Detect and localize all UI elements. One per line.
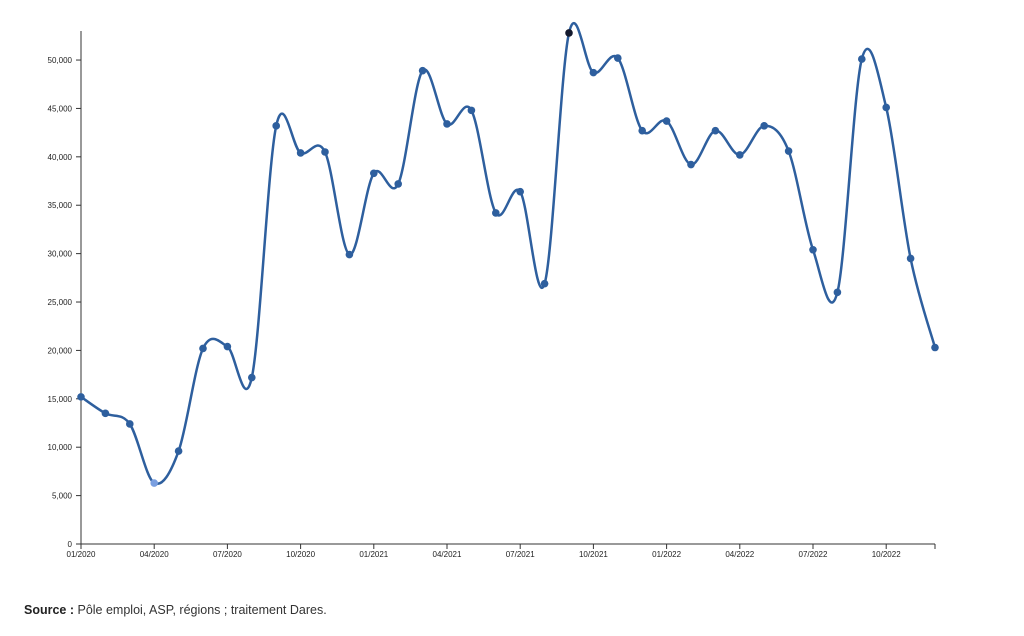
data-point: [443, 120, 451, 128]
data-point: [101, 409, 110, 418]
data-point: [492, 209, 500, 217]
y-tick-label: 10,000: [48, 443, 73, 452]
data-point: [199, 344, 207, 353]
data-point: [711, 126, 720, 135]
data-point: [516, 187, 524, 196]
x-tick-label: 01/2020: [67, 550, 96, 559]
data-point: [223, 342, 232, 351]
x-tick-label: 10/2022: [872, 550, 901, 559]
x-axis: 01/2020 04/2020 07/2020 10/2020 01/2021 04/20…: [67, 543, 936, 559]
source-note: Source : Pôle emploi, ASP, régions ; tra…: [24, 603, 327, 617]
y-tick-label: 25,000: [48, 298, 73, 307]
data-point: [150, 479, 158, 487]
x-tick-label: 10/2021: [579, 550, 608, 559]
x-tick-label: 07/2020: [213, 550, 242, 559]
data-point: [809, 245, 817, 254]
data-point: [418, 66, 427, 75]
data-point: [931, 343, 939, 352]
source-text: Pôle emploi, ASP, régions ; traitement D…: [74, 603, 327, 617]
x-tick-label: 07/2021: [506, 550, 535, 559]
x-tick-label: 07/2022: [799, 550, 828, 559]
y-tick-label: 35,000: [48, 201, 73, 210]
y-tick-label: 40,000: [48, 153, 73, 162]
data-point: [858, 55, 866, 63]
data-point: [687, 160, 695, 169]
data-point: [565, 29, 573, 37]
data-point: [784, 147, 793, 155]
x-tick-label: 01/2021: [359, 550, 388, 559]
x-tick-label: 01/2022: [652, 550, 681, 559]
data-point: [833, 288, 842, 297]
data-point: [272, 122, 281, 130]
data-point: [614, 54, 622, 62]
data-point: [77, 393, 85, 401]
data-point: [296, 149, 305, 157]
data-point: [370, 169, 378, 178]
series-group: [77, 21, 939, 487]
y-tick-label: 0: [68, 540, 73, 549]
data-point: [589, 68, 598, 77]
line-chart: 0 5,000 10,000 15,000 20,000 25,000 30,000 35,0…: [48, 21, 939, 559]
y-tick-label: 45,000: [48, 104, 73, 113]
data-point: [321, 148, 329, 156]
y-axis: 0 5,000 10,000 15,000 20,000 25,000 30,000 35,0…: [48, 31, 82, 549]
data-point: [174, 447, 183, 455]
data-point: [394, 180, 403, 188]
y-tick-label: 15,000: [48, 395, 73, 404]
data-point: [736, 151, 744, 159]
y-tick-label: 50,000: [48, 56, 73, 65]
y-tick-label: 5,000: [52, 492, 73, 501]
data-point: [760, 122, 768, 130]
y-tick-label: 20,000: [48, 346, 73, 355]
data-point: [882, 103, 890, 112]
data-point: [345, 250, 354, 259]
data-point: [126, 420, 134, 428]
data-point: [638, 126, 646, 135]
data-point: [248, 373, 256, 382]
data-point: [662, 117, 671, 125]
x-tick-label: 04/2021: [433, 550, 462, 559]
source-label: Source :: [24, 603, 75, 617]
data-point: [467, 106, 476, 115]
x-tick-label: 04/2022: [725, 550, 754, 559]
y-tick-label: 30,000: [48, 250, 73, 259]
data-point: [906, 254, 915, 263]
data-point: [540, 279, 549, 288]
x-tick-label: 10/2020: [286, 550, 315, 559]
x-tick-label: 04/2020: [140, 550, 169, 559]
series-line: [80, 21, 937, 486]
